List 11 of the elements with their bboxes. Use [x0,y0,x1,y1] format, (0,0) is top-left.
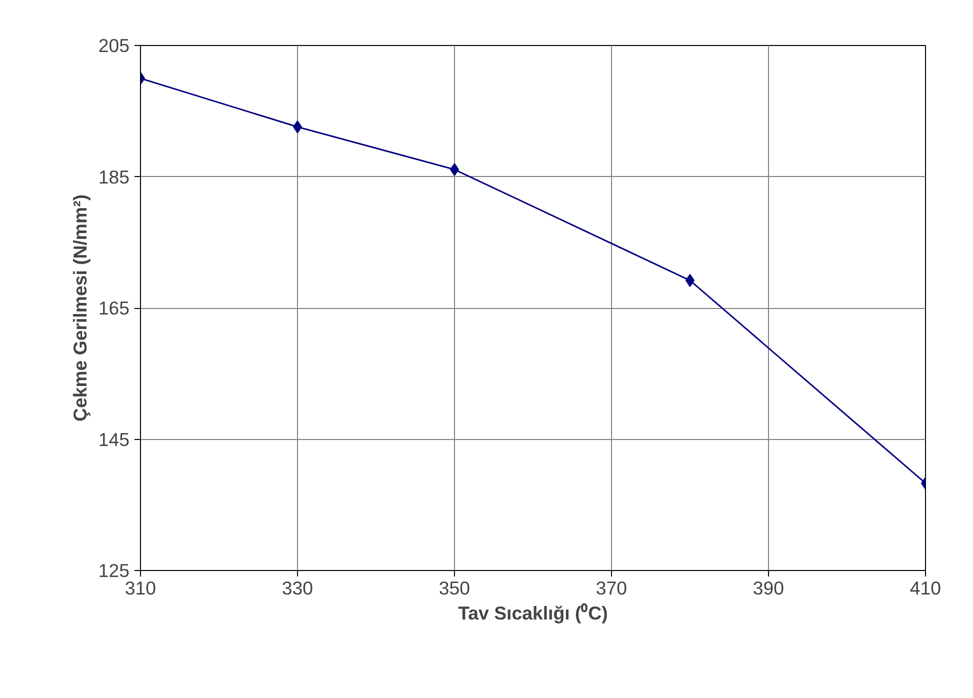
y-tick-label: 205 [98,35,130,56]
x-axis-title: Tav Sıcaklığı (⁰C) [458,602,608,624]
x-tick-label: 390 [752,578,784,598]
y-tick-label: 165 [98,298,130,318]
y-tick-label: 185 [98,166,130,188]
y-tick-label: 145 [98,428,130,450]
x-tick-label: 330 [282,578,314,598]
x-tick-label: 370 [596,578,628,598]
x-tick-label: 350 [438,578,470,598]
x-tick-label: 410 [910,578,942,598]
y-axis-title: Çekme Gerilmesi (N/mm²) [69,194,90,422]
